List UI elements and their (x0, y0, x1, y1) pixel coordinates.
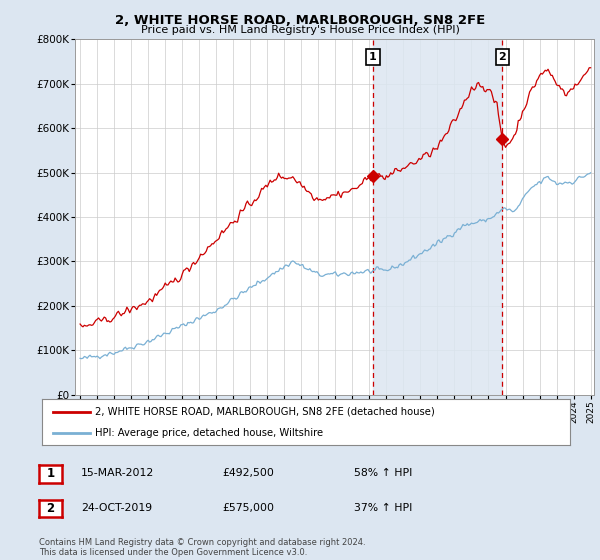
Text: 2: 2 (499, 52, 506, 62)
Text: Price paid vs. HM Land Registry's House Price Index (HPI): Price paid vs. HM Land Registry's House … (140, 25, 460, 35)
Text: 2, WHITE HORSE ROAD, MARLBOROUGH, SN8 2FE (detached house): 2, WHITE HORSE ROAD, MARLBOROUGH, SN8 2F… (95, 407, 434, 417)
Text: 15-MAR-2012: 15-MAR-2012 (81, 468, 154, 478)
Text: HPI: Average price, detached house, Wiltshire: HPI: Average price, detached house, Wilt… (95, 428, 323, 438)
Bar (373, 39, 502, 395)
Text: 1: 1 (369, 52, 377, 62)
Text: 2, WHITE HORSE ROAD, MARLBOROUGH, SN8 2FE: 2, WHITE HORSE ROAD, MARLBOROUGH, SN8 2F… (115, 14, 485, 27)
Text: 37% ↑ HPI: 37% ↑ HPI (354, 503, 412, 513)
Text: 58% ↑ HPI: 58% ↑ HPI (354, 468, 412, 478)
Text: Contains HM Land Registry data © Crown copyright and database right 2024.
This d: Contains HM Land Registry data © Crown c… (39, 538, 365, 557)
Text: £492,500: £492,500 (222, 468, 274, 478)
Text: 2: 2 (46, 502, 55, 515)
Text: 1: 1 (46, 467, 55, 480)
Text: £575,000: £575,000 (222, 503, 274, 513)
Text: 24-OCT-2019: 24-OCT-2019 (81, 503, 152, 513)
